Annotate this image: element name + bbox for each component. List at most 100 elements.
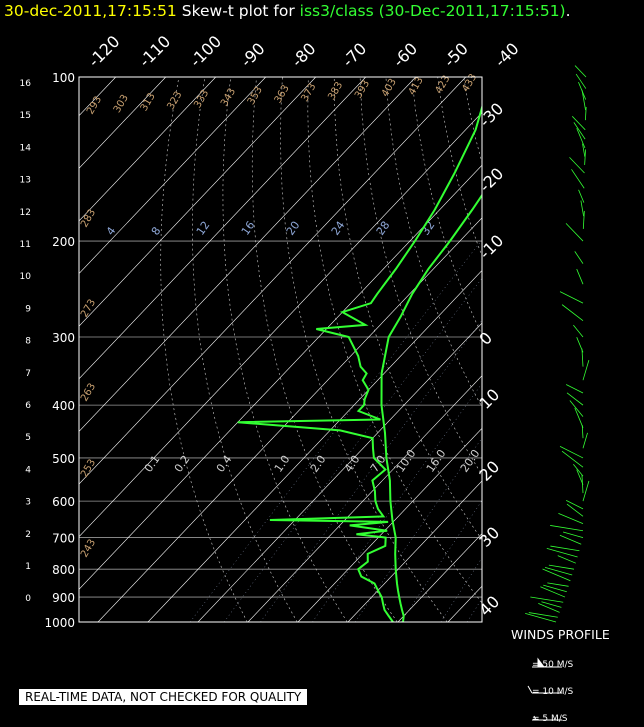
wind-barb	[561, 450, 584, 468]
wind-barb	[581, 89, 586, 111]
title-date: 30-dec-2011,17:15:51	[4, 2, 177, 20]
dry-adiabat-line	[251, 77, 398, 622]
mixing-ratio-label: 0.2	[172, 453, 193, 475]
right-temperature-label: -10	[475, 231, 507, 263]
mixing-ratio-line	[223, 277, 482, 622]
dry-adiabat-label: 283	[79, 207, 98, 229]
wind-barb	[561, 304, 584, 322]
height-tick-label: 4	[25, 465, 31, 475]
wind-barb	[547, 582, 569, 587]
top-temperature-label: -40	[491, 39, 523, 71]
wind-barb	[525, 612, 557, 623]
isotherm-line	[297, 427, 482, 622]
dry-adiabat-label: 413	[407, 75, 426, 97]
top-temperature-label: -80	[288, 39, 320, 71]
dry-adiabat-line	[437, 77, 482, 257]
dry-adiabat-line	[411, 77, 482, 336]
temperature-profile-line	[380, 193, 482, 622]
dry-adiabat-label: 333	[192, 88, 211, 110]
winds-profile-label: WINDS PROFILE	[511, 627, 610, 642]
dry-adiabat-line	[490, 77, 644, 622]
wind-barb	[548, 564, 575, 570]
mixing-ratio-label: 12	[194, 219, 213, 238]
right-temperature-label: 30	[475, 523, 503, 551]
isotherm-line	[247, 375, 482, 622]
height-tick-label: 7	[25, 369, 31, 379]
pressure-tick-label: 600	[52, 495, 75, 509]
dry-adiabat-label: 293	[85, 94, 104, 116]
mixing-ratio-label: 10.0	[394, 447, 419, 475]
pressure-tick-label: 800	[52, 563, 75, 577]
pressure-tick-label: 500	[52, 452, 75, 466]
isotherm-line	[397, 533, 482, 622]
isotherm-line	[548, 77, 644, 622]
mixing-ratio-label: 1.0	[272, 453, 293, 475]
wind-barb	[573, 122, 586, 140]
height-tick-label: 2	[25, 530, 31, 540]
isotherm-line	[79, 77, 166, 169]
right-temperature-label: -30	[475, 99, 507, 131]
mixing-ratio-label: 20	[284, 219, 303, 238]
title-source: iss3/class (30-Dec-2011,17:15:51)	[299, 2, 566, 20]
dry-adiabat-label: 243	[79, 537, 98, 559]
wind-barb	[574, 251, 584, 264]
wind-barb	[576, 268, 584, 285]
sounding-profiles	[237, 103, 482, 622]
right-temperature-label: 40	[475, 592, 503, 620]
dry-adiabat-label: 373	[299, 82, 318, 104]
wind-barb	[576, 469, 584, 485]
isotherm-line	[97, 217, 482, 622]
dry-adiabat-label: 383	[326, 80, 345, 102]
legend-barb-50-icon	[532, 657, 562, 668]
height-tick-label: 16	[20, 79, 32, 89]
dry-adiabat-line	[593, 77, 644, 622]
pressure-tick-label: 900	[52, 591, 75, 605]
legend-barb-5-icon	[532, 715, 562, 721]
wind-barb	[581, 348, 584, 367]
height-tick-label: 5	[25, 433, 31, 443]
isotherm-line	[79, 164, 482, 590]
dry-adiabat-line	[567, 77, 644, 622]
wind-barb	[569, 400, 584, 417]
dry-adiabat-line	[192, 77, 298, 622]
height-tick-label: 15	[20, 111, 31, 121]
top-temperature-label: -120	[84, 32, 123, 71]
wind-barb	[559, 534, 582, 545]
top-temperature-label: -70	[338, 39, 370, 71]
mixing-ratio-label: 0.4	[214, 453, 235, 475]
wind-barb	[538, 603, 560, 613]
dry-adiabat-line	[222, 77, 348, 622]
wind-barb	[573, 464, 584, 477]
mixing-ratio-label: 16.0	[424, 447, 449, 475]
isotherm-line	[79, 77, 416, 432]
wind-barb	[558, 512, 584, 525]
wind-barb	[576, 128, 586, 149]
mixing-ratio-label: 2.0	[308, 453, 329, 475]
dry-adiabat-label: 263	[79, 381, 98, 403]
wind-barb	[574, 407, 584, 428]
wind-barb	[566, 503, 584, 517]
dry-adiabat-label: 393	[353, 78, 372, 100]
wind-barb	[575, 73, 587, 89]
chart-grid-labels: 293 303 313 323 333 343 353 363 373 383 393 403 413 4…	[79, 72, 482, 559]
wind-barb	[540, 586, 566, 598]
height-tick-label: 6	[25, 401, 31, 411]
dry-adiabat-label: 363	[273, 83, 292, 105]
wind-barb	[582, 359, 590, 381]
wind-barb	[574, 65, 587, 78]
wind-barb	[571, 169, 585, 189]
wind-barb	[565, 384, 584, 394]
dry-adiabat-label: 433	[460, 72, 479, 94]
title-middle: Skew-t plot for	[176, 2, 300, 20]
dry-adiabat-label: 273	[79, 297, 98, 319]
mixing-ratio-line	[440, 557, 482, 622]
wind-barb	[557, 555, 576, 564]
wind-barb	[566, 392, 584, 406]
wind-barb	[550, 525, 584, 532]
mixing-ratio-label: 24	[329, 219, 348, 238]
mixing-ratio-label: 0.1	[142, 453, 163, 475]
chart-axes: 1002003004005006007008009001000161514131…	[20, 32, 523, 630]
mixing-ratio-label: 28	[374, 219, 393, 238]
mixing-ratio-line	[312, 383, 482, 622]
